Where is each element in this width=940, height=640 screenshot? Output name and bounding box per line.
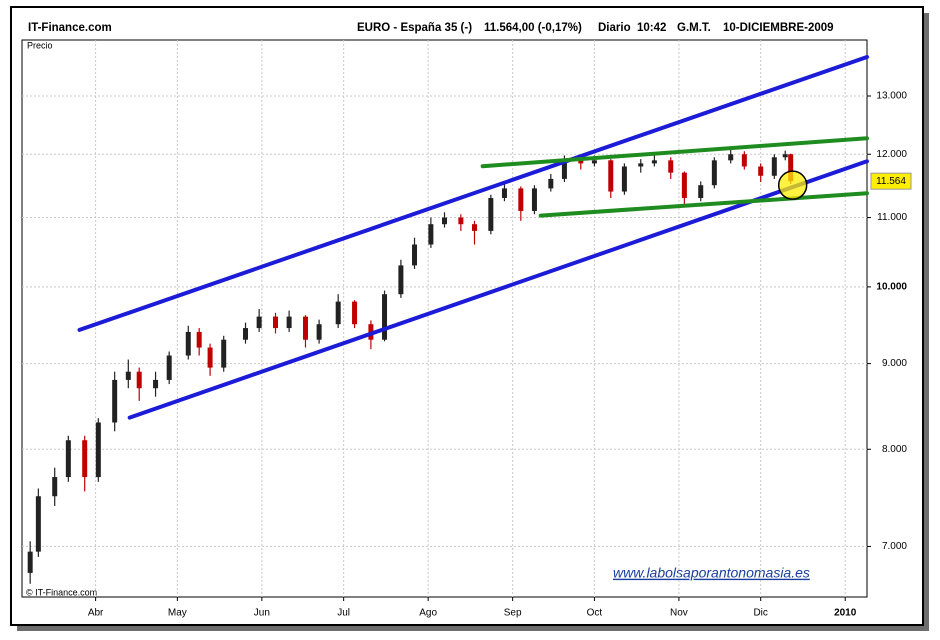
candle-body bbox=[153, 379, 159, 389]
candle-body bbox=[52, 477, 58, 497]
highlight-circle bbox=[777, 170, 808, 200]
y-tick-label: 13.000 bbox=[876, 91, 907, 102]
candle-body bbox=[286, 316, 292, 329]
x-tick-label: Oct bbox=[587, 608, 603, 619]
candle-body bbox=[788, 154, 794, 182]
watermark: www.labolsaporantonomasia.es bbox=[613, 565, 810, 581]
candle-body bbox=[591, 160, 597, 164]
candle-body bbox=[471, 224, 477, 231]
y-tick-label: 7.000 bbox=[882, 541, 907, 552]
candle-body bbox=[136, 371, 142, 389]
y-axis-label: Precio bbox=[27, 40, 53, 50]
candle-body bbox=[273, 316, 278, 329]
candle-body bbox=[681, 172, 687, 198]
instrument: EURO - España 35 (-) bbox=[357, 22, 472, 34]
candle-body bbox=[398, 265, 404, 295]
x-tick-label: Nov bbox=[670, 608, 688, 619]
candle-body bbox=[65, 440, 71, 478]
candle-body bbox=[412, 244, 418, 266]
x-tick-label: May bbox=[168, 608, 187, 619]
candle-body bbox=[335, 301, 341, 325]
candle-body bbox=[458, 217, 464, 225]
candle-body bbox=[442, 217, 447, 225]
y-tick-label: 11.000 bbox=[877, 212, 907, 223]
candle-body bbox=[728, 154, 734, 161]
candle-body bbox=[382, 294, 388, 340]
candle-body bbox=[207, 347, 213, 368]
last-price-label: 11.564 bbox=[876, 176, 906, 187]
candle-body bbox=[771, 157, 777, 176]
plot-layer: 7.000 8.000 9.000 10.000 11.000 12.000 13.000 A… bbox=[22, 40, 912, 619]
x-tick-label: Ago bbox=[419, 608, 437, 619]
candle-body bbox=[668, 160, 674, 173]
candle-body bbox=[82, 440, 88, 478]
period: Diario bbox=[598, 22, 631, 34]
candle-body bbox=[112, 379, 118, 423]
candle-body bbox=[782, 154, 788, 158]
date: 10-DICIEMBRE-2009 bbox=[723, 22, 834, 34]
candle-body bbox=[27, 551, 33, 573]
candle-body bbox=[166, 355, 172, 380]
candle-body bbox=[741, 154, 747, 167]
time: 10:42 bbox=[637, 22, 666, 34]
candle-body bbox=[518, 188, 524, 211]
candle-body bbox=[548, 178, 554, 189]
y-tick-label: 12.000 bbox=[876, 149, 907, 160]
y-tick-label: 9.000 bbox=[882, 358, 907, 369]
candle-body bbox=[256, 316, 262, 329]
y-tick-label: 8.000 bbox=[882, 444, 907, 455]
plot-area bbox=[21, 39, 868, 598]
candle-body bbox=[608, 160, 614, 192]
x-tick-label: Dic bbox=[753, 608, 767, 619]
candle-body bbox=[316, 324, 322, 340]
candle-body bbox=[531, 188, 537, 211]
candle-body bbox=[711, 160, 717, 186]
candle-body bbox=[638, 163, 644, 167]
candle-body bbox=[578, 160, 584, 164]
timezone: G.M.T. bbox=[677, 22, 711, 34]
copyright: © IT-Finance.com bbox=[26, 587, 97, 597]
candle-body bbox=[621, 166, 627, 192]
x-tick-label: Abr bbox=[88, 608, 104, 619]
candle-body bbox=[95, 422, 101, 478]
x-tick-label: Jun bbox=[254, 608, 270, 619]
x-tick-label: Jul bbox=[337, 608, 350, 619]
candle-body bbox=[125, 371, 131, 380]
y-tick-label: 10.000 bbox=[876, 282, 907, 293]
candle-body bbox=[185, 331, 191, 356]
candle-body bbox=[302, 316, 308, 340]
trend-line bbox=[538, 191, 869, 218]
candle-body bbox=[501, 188, 507, 198]
candle-body bbox=[488, 197, 494, 231]
candle-body bbox=[221, 339, 227, 368]
candle-body bbox=[428, 224, 434, 245]
quote: 11.564,00 (-0,17%) bbox=[484, 22, 582, 34]
x-tick-label: 2010 bbox=[834, 608, 857, 619]
candle-body bbox=[35, 496, 41, 552]
x-tick-label: Sep bbox=[504, 608, 522, 619]
candle-body bbox=[352, 301, 358, 325]
site: IT-Finance.com bbox=[28, 22, 112, 34]
trend-line bbox=[480, 136, 869, 169]
candle-body bbox=[651, 160, 657, 164]
candle-body bbox=[243, 328, 249, 340]
candle-body bbox=[196, 331, 202, 348]
trend-line bbox=[127, 159, 869, 420]
trend-line bbox=[77, 54, 869, 332]
candle-body bbox=[698, 185, 704, 198]
candle-body bbox=[561, 160, 567, 179]
last-price-tag bbox=[870, 172, 912, 190]
candle-body bbox=[758, 166, 764, 176]
